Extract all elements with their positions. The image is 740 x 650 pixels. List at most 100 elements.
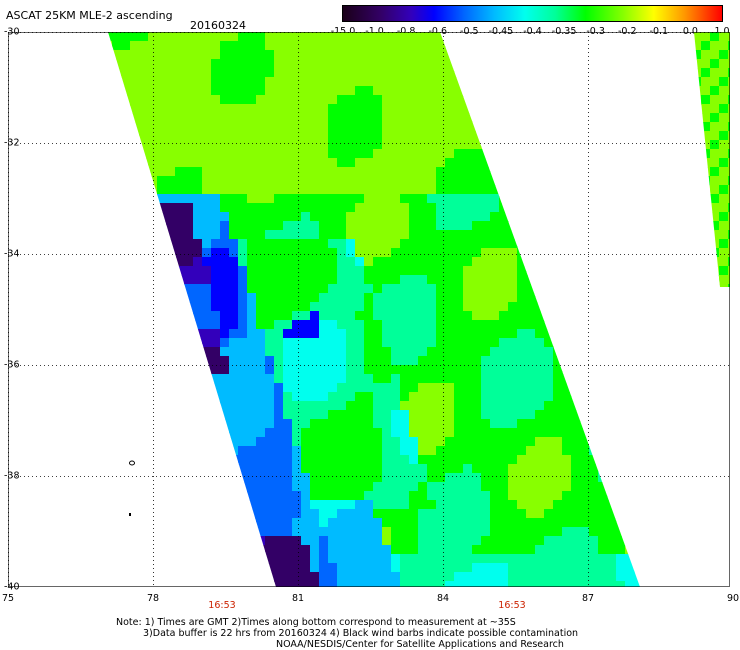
wind-cell (454, 428, 464, 438)
wind-cell (445, 284, 455, 294)
wind-cell (719, 68, 729, 78)
wind-cell (373, 41, 383, 51)
wind-cell (436, 68, 446, 78)
wind-cell (148, 257, 158, 267)
wind-cell (625, 59, 635, 69)
wind-cell (108, 383, 113, 393)
wind-cell (427, 491, 437, 501)
wind-cell (130, 221, 140, 231)
wind-cell (427, 59, 437, 69)
wind-cell (526, 527, 536, 537)
wind-cell (427, 212, 437, 222)
wind-cell (373, 257, 383, 267)
wind-cell (175, 545, 185, 555)
wind-cell (436, 311, 446, 321)
wind-cell (481, 221, 491, 231)
wind-cell (283, 284, 293, 294)
wind-cell (544, 311, 554, 321)
wind-cell (157, 194, 167, 204)
wind-cell (157, 428, 167, 438)
wind-cell (193, 455, 203, 465)
wind-cell (283, 86, 293, 96)
wind-cell (364, 419, 374, 429)
wind-cell (265, 41, 275, 51)
wind-cell (346, 239, 356, 249)
wind-cell (364, 149, 374, 159)
wind-cell (589, 284, 599, 294)
wind-cell (535, 302, 545, 312)
wind-cell (256, 500, 266, 510)
wind-cell (634, 194, 640, 204)
wind-cell (283, 419, 293, 429)
wind-cell (301, 32, 311, 42)
wind-cell (211, 563, 221, 573)
wind-cell (580, 257, 590, 267)
wind-cell (202, 311, 212, 321)
wind-cell (719, 257, 729, 267)
wind-cell (607, 122, 617, 132)
wind-cell (571, 518, 581, 528)
wind-cell (400, 437, 410, 447)
wind-cell (463, 545, 473, 555)
wind-cell (337, 221, 347, 231)
wind-cell (211, 329, 221, 339)
wind-cell (112, 419, 122, 429)
wind-cell (418, 167, 428, 177)
wind-cell (701, 50, 711, 60)
wind-cell (728, 104, 730, 114)
wind-cell (728, 131, 730, 141)
wind-cell (220, 32, 230, 42)
wind-cell (166, 446, 176, 456)
wind-cell (112, 500, 122, 510)
wind-cell (481, 176, 491, 186)
wind-cell (400, 572, 410, 582)
wind-cell (265, 311, 275, 321)
wind-cell (634, 257, 640, 267)
wind-cell (634, 374, 640, 384)
wind-cell (238, 338, 248, 348)
wind-cell (202, 401, 212, 411)
wind-cell (400, 482, 410, 492)
wind-cell (517, 491, 527, 501)
wind-cell (607, 572, 617, 582)
wind-cell (355, 203, 365, 213)
wind-cell (418, 248, 428, 258)
wind-cell (391, 32, 401, 42)
wind-cell (319, 392, 329, 402)
wind-cell (292, 473, 302, 483)
wind-cell (229, 95, 239, 105)
wind-cell (607, 176, 617, 186)
wind-cell (454, 122, 464, 132)
wind-cell (373, 113, 383, 123)
wind-cell (256, 491, 266, 501)
wind-cell (337, 59, 347, 69)
wind-cell (436, 230, 446, 240)
wind-cell (157, 311, 167, 321)
wind-cell (409, 113, 419, 123)
wind-cell (508, 194, 518, 204)
wind-cell (694, 167, 702, 177)
colorbar-tick-label: -0.2 (617, 26, 637, 37)
wind-cell (346, 41, 356, 51)
wind-cell (409, 410, 419, 420)
wind-cell (256, 554, 266, 564)
wind-cell (616, 149, 626, 159)
wind-cell (220, 266, 230, 276)
wind-cell (364, 122, 374, 132)
wind-cell (274, 500, 284, 510)
wind-cell (337, 446, 347, 456)
wind-cell (526, 338, 536, 348)
wind-cell (607, 311, 617, 321)
wind-cell (445, 257, 455, 267)
wind-cell (184, 257, 194, 267)
wind-cell (319, 374, 329, 384)
wind-cell (634, 41, 640, 51)
wind-cell (625, 356, 635, 366)
wind-cell (481, 329, 491, 339)
wind-cell (328, 347, 338, 357)
wind-cell (373, 500, 383, 510)
wind-cell (355, 239, 365, 249)
wind-cell (436, 41, 446, 51)
wind-cell (553, 239, 563, 249)
wind-cell (616, 311, 626, 321)
